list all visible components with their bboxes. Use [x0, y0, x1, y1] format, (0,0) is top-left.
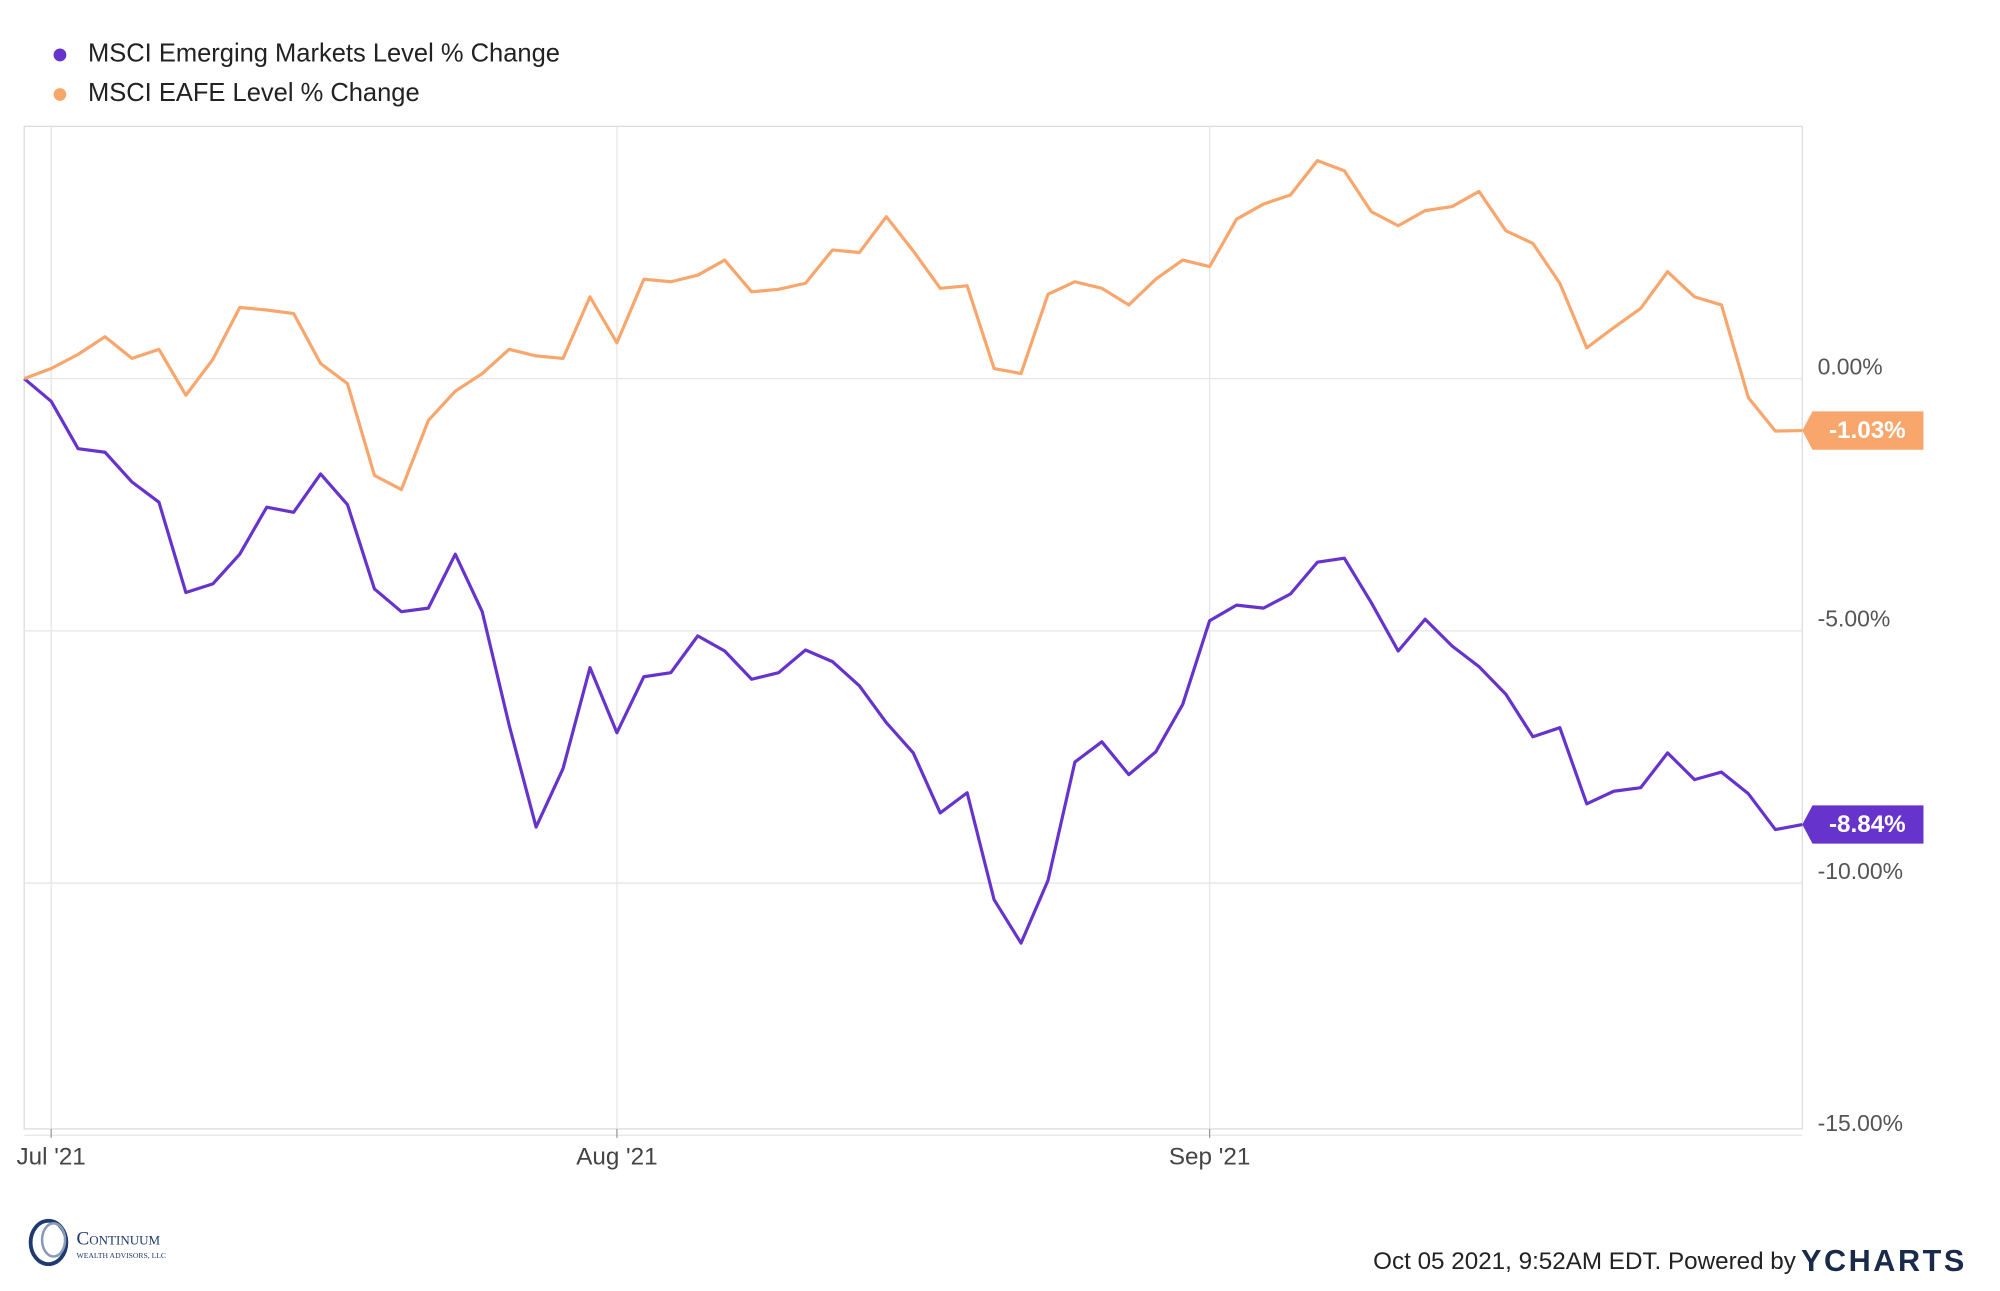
- end-label: -1.03%: [1829, 417, 1906, 444]
- logo-mark: [40, 1222, 67, 1258]
- series-line: [23, 377, 1803, 945]
- x-tick-label: Jul '21: [17, 1144, 86, 1171]
- y-tick-label: -5.00%: [1818, 606, 1891, 632]
- legend-label: MSCI Emerging Markets Level % Change: [88, 40, 560, 68]
- legend-marker: [53, 88, 67, 101]
- labels: 0.00% -5.00% -10.00% -15.00% Jul '21 Aug '21 S…: [17, 40, 1906, 1171]
- grid: [24, 126, 1803, 1138]
- logo-name: Continuum: [77, 1228, 161, 1249]
- footer-brand: YCHARTS: [1801, 1244, 1967, 1278]
- footer-timestamp: Oct 05 2021, 9:52AM EDT. Powered by: [1373, 1248, 1797, 1275]
- end-label: -8.84%: [1829, 811, 1906, 838]
- plot-frame: [23, 125, 1803, 1130]
- logo-mark: [28, 1218, 69, 1267]
- end-tag: [1802, 411, 1924, 450]
- series-line: [23, 159, 1803, 492]
- x-tick-label: Aug '21: [576, 1144, 657, 1171]
- y-tick-label: -15.00%: [1818, 1110, 1903, 1136]
- y-tick-label: 0.00%: [1818, 353, 1883, 379]
- x-tick-label: Sep '21: [1169, 1144, 1250, 1171]
- legend-marker: [53, 48, 67, 62]
- end-tag: [1802, 805, 1924, 844]
- legend-label: MSCI EAFE Level % Change: [88, 79, 420, 107]
- logo: Continuum WEALTH ADVISORS, LLC: [28, 1218, 167, 1267]
- logo-sub: WEALTH ADVISORS, LLC: [77, 1251, 167, 1260]
- y-tick-label: -10.00%: [1818, 858, 1903, 884]
- lines: [23, 159, 1924, 945]
